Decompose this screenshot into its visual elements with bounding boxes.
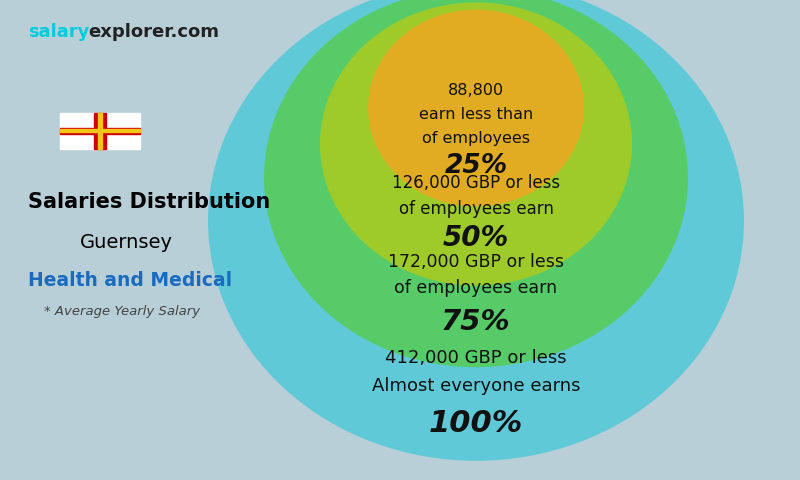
Text: Guernsey: Guernsey xyxy=(80,233,173,252)
Text: 412,000 GBP or less: 412,000 GBP or less xyxy=(385,348,567,367)
Ellipse shape xyxy=(320,2,632,286)
Text: 88,800: 88,800 xyxy=(448,83,504,98)
Bar xyxy=(94,113,106,149)
Text: Almost everyone earns: Almost everyone earns xyxy=(372,377,580,396)
Ellipse shape xyxy=(264,0,688,367)
Text: * Average Yearly Salary: * Average Yearly Salary xyxy=(44,305,200,318)
Text: 50%: 50% xyxy=(443,224,509,252)
Text: 172,000 GBP or less: 172,000 GBP or less xyxy=(388,252,564,271)
Ellipse shape xyxy=(208,0,744,461)
Text: 100%: 100% xyxy=(429,409,523,438)
Text: 126,000 GBP or less: 126,000 GBP or less xyxy=(392,174,560,192)
Ellipse shape xyxy=(368,10,584,206)
Text: salary: salary xyxy=(28,23,90,41)
Bar xyxy=(98,113,102,149)
Text: Salaries Distribution: Salaries Distribution xyxy=(28,192,270,212)
Text: explorer.com: explorer.com xyxy=(88,23,219,41)
Bar xyxy=(60,113,140,149)
Text: 75%: 75% xyxy=(441,308,511,336)
Bar xyxy=(60,130,140,132)
Text: of employees earn: of employees earn xyxy=(398,200,554,218)
Text: of employees: of employees xyxy=(422,131,530,146)
Text: 25%: 25% xyxy=(445,153,507,179)
Text: earn less than: earn less than xyxy=(419,107,533,122)
Bar xyxy=(60,128,140,134)
Text: of employees earn: of employees earn xyxy=(394,279,558,297)
Text: Health and Medical: Health and Medical xyxy=(28,271,232,290)
